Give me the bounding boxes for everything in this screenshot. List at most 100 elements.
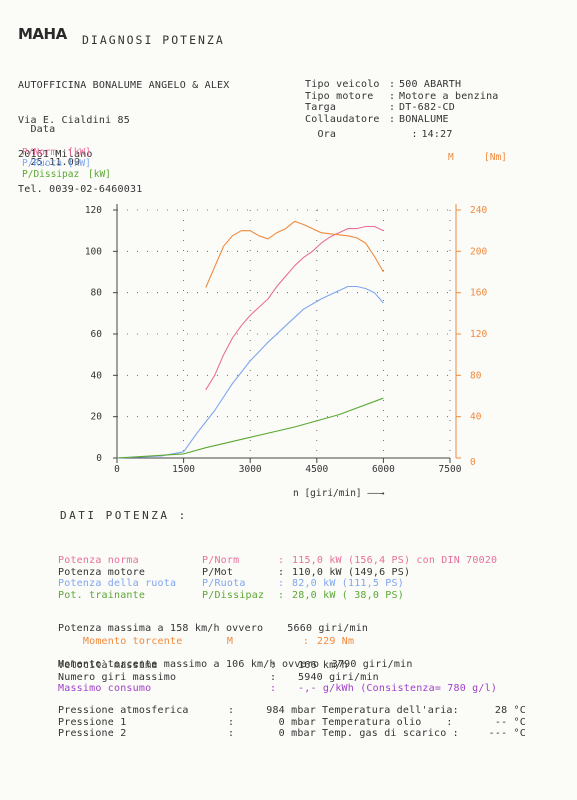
x-tick-label: 6000: [372, 464, 395, 475]
max-power-text: Potenza massima a 158 km/h ovvero: [58, 623, 264, 634]
x-tick-label: 4500: [305, 464, 328, 475]
vehicle-label: Tipo veicolo: [305, 79, 380, 90]
max-power-line: Potenza massima a 158 km/h ovvero 5660 gi…: [58, 623, 497, 635]
torque-block: Momento torcente M:229 Nm Momento torcent…: [58, 603, 413, 681]
torque-sep: :: [302, 636, 310, 647]
legend-torque-unit: [Nm]: [484, 152, 507, 163]
torque-value: 229 Nm: [316, 636, 355, 647]
workshop-line: Tel. 0039-02-6460031: [18, 183, 143, 195]
series-line-p-norm: [205, 225, 384, 391]
speed-label: Numero giri massimo: [58, 671, 177, 683]
pressure-row: Pressione 1 : 0 mbar Temperatura olio : …: [58, 717, 526, 729]
chart-axes: 0 20 40 60 80 100 120 0 40 80 120 160 200 240 0 1500 300…: [85, 204, 487, 499]
power-row: Potenza motore P/Mot : 110,0 kW (149,6 P…: [58, 567, 497, 579]
power-chart: P/Norm [kW]P/Ruota [kW]P/Dissipaz [kW] M [Nm]…: [22, 147, 507, 499]
x-tick-label: 3000: [239, 464, 262, 475]
y-tick-label: 80: [91, 288, 103, 299]
pressure-value: 0 mbar: [278, 728, 316, 739]
power-symbol: P/Mot: [202, 566, 234, 578]
pressure-row: Pressione atmosferica : 984 mbar Tempera…: [58, 705, 526, 717]
y2-tick-label: 80: [470, 370, 482, 381]
pressure-row: Pressione 2 : 0 mbar Temp. gas di scaric…: [58, 728, 526, 740]
y-tick-label: 60: [91, 329, 103, 340]
legend-torque-name: M: [448, 152, 454, 163]
time-row: Ora:14:27: [305, 118, 453, 140]
power-sep: :: [278, 566, 285, 578]
temp-label: Temp. gas di scarico :: [322, 728, 459, 739]
legend-series-name: P/Dissipaz: [22, 169, 79, 180]
power-value: 28,0 kW ( 38,0 PS): [292, 589, 404, 601]
temp-label: Temperatura olio :: [322, 716, 453, 728]
time-label: Ora: [317, 129, 337, 140]
page-title: DIAGNOSI POTENZA: [82, 33, 225, 47]
time-sep: :: [411, 129, 418, 140]
power-symbol: P/Dissipaz: [202, 589, 265, 601]
pressure-block: Pressione atmosferica : 984 mbar Tempera…: [58, 683, 526, 751]
pressure-label: Pressione 1: [58, 716, 127, 728]
power-value: 110,0 kW (149,6 PS): [292, 566, 411, 578]
vehicle-row: Targa : DT-682-CD: [305, 102, 499, 114]
workshop-line: AUTOFFICINA BONALUME ANGELO & ALEX: [18, 80, 230, 91]
power-label: Pot. trainante: [58, 589, 146, 601]
vehicle-value: 500 ABARTH: [399, 79, 462, 90]
power-value: 82,0 kW (111,5 PS): [292, 578, 404, 589]
power-value: 115,0 kW (156,4 PS) con DIN 70020: [292, 555, 498, 566]
temp-value: 28 °C: [494, 705, 526, 716]
vehicle-value: BONALUME: [399, 113, 449, 125]
power-row: Potenza della ruota P/Ruota : 82,0 kW (1…: [58, 578, 497, 590]
vehicle-value: DT-682-CD: [399, 102, 455, 113]
date-row: Data : 25.11.09: [18, 113, 80, 168]
max-torque-line: Momento torcente massimo a 106 km/h ovve…: [58, 658, 413, 670]
legend-series-unit: [kW]: [88, 169, 111, 180]
power-symbol: P/Norm: [202, 555, 240, 566]
y-tick-label: 40: [91, 370, 103, 381]
temp-label: Temperatura dell'aria:: [322, 705, 459, 716]
power-label: Potenza motore: [58, 566, 146, 578]
torque-label: Momento torcente: [82, 636, 183, 647]
power-row: Pot. trainante P/Dissipaz : 28,0 kW ( 38…: [58, 590, 497, 602]
pressure-value: 984 mbar: [266, 705, 316, 716]
vehicle-value: Motore a benzina: [399, 90, 499, 102]
torque-row: Momento torcente M:229 Nm: [58, 625, 413, 647]
legend-series-unit: [kW]: [68, 147, 91, 158]
vehicle-sep: :: [389, 102, 396, 113]
speed-sep: :: [270, 683, 277, 694]
chart-legend: P/Norm [kW]P/Ruota [kW]P/Dissipaz [kW] M [Nm]: [22, 147, 507, 180]
dati-power-table: Potenza norma P/Norm : 115,0 kW (156,4 P…: [58, 533, 497, 646]
speed-sep: :: [270, 671, 277, 683]
pressure-value: 0 mbar: [278, 716, 316, 728]
series-line-p-ruota: [116, 285, 384, 459]
power-sep: :: [278, 589, 285, 601]
y2-tick-label: 160: [470, 288, 487, 299]
y2-tick-label: 120: [470, 329, 487, 340]
pressure-sep: :: [228, 716, 235, 728]
workshop-address: AUTOFFICINA BONALUME ANGELO & ALEX Via E…: [18, 57, 230, 207]
speed-block: Velocità massima : 166 km/h Numero giri …: [58, 638, 497, 706]
workshop-line: Via E. Cialdini 85: [18, 114, 130, 126]
vehicle-sep: :: [389, 90, 396, 102]
legend-entry: P/Ruota [kW]: [22, 158, 91, 169]
y2-tick-label: 0: [470, 457, 476, 468]
legend-entry: P/Dissipaz [kW]: [22, 169, 111, 180]
vehicle-row: Tipo veicolo : 500 ABARTH: [305, 79, 499, 91]
pressure-sep: :: [228, 705, 235, 716]
x-tick-label: 0: [114, 464, 120, 475]
speed-row: Velocità massima : 166 km/h: [58, 660, 497, 672]
date-sep: :: [30, 146, 37, 157]
legend-entry: P/Norm [kW]: [22, 147, 91, 158]
y-tick-label: 20: [91, 412, 103, 423]
x-tick-label: 1500: [172, 464, 195, 475]
pressure-sep: :: [228, 728, 235, 739]
speed-row: Massimo consumo : -,- g/kWh (Consistenza…: [58, 683, 497, 695]
x-axis-label: n [giri/min] ——→: [293, 488, 385, 499]
temp-value: --- °C: [488, 728, 526, 739]
pressure-label: Pressione 2: [58, 728, 127, 739]
series-line-p-dissipaz: [116, 397, 384, 459]
dati-title: DATI POTENZA :: [60, 509, 188, 522]
vehicle-table: Tipo veicolo : 500 ABARTH Tipo motore : …: [305, 79, 499, 125]
power-sep: :: [278, 555, 285, 566]
vehicle-row: Tipo motore : Motore a benzina: [305, 91, 499, 103]
power-sep: :: [278, 578, 285, 589]
y2-tick-label: 40: [470, 412, 482, 423]
torque-symbol: M: [226, 636, 234, 647]
